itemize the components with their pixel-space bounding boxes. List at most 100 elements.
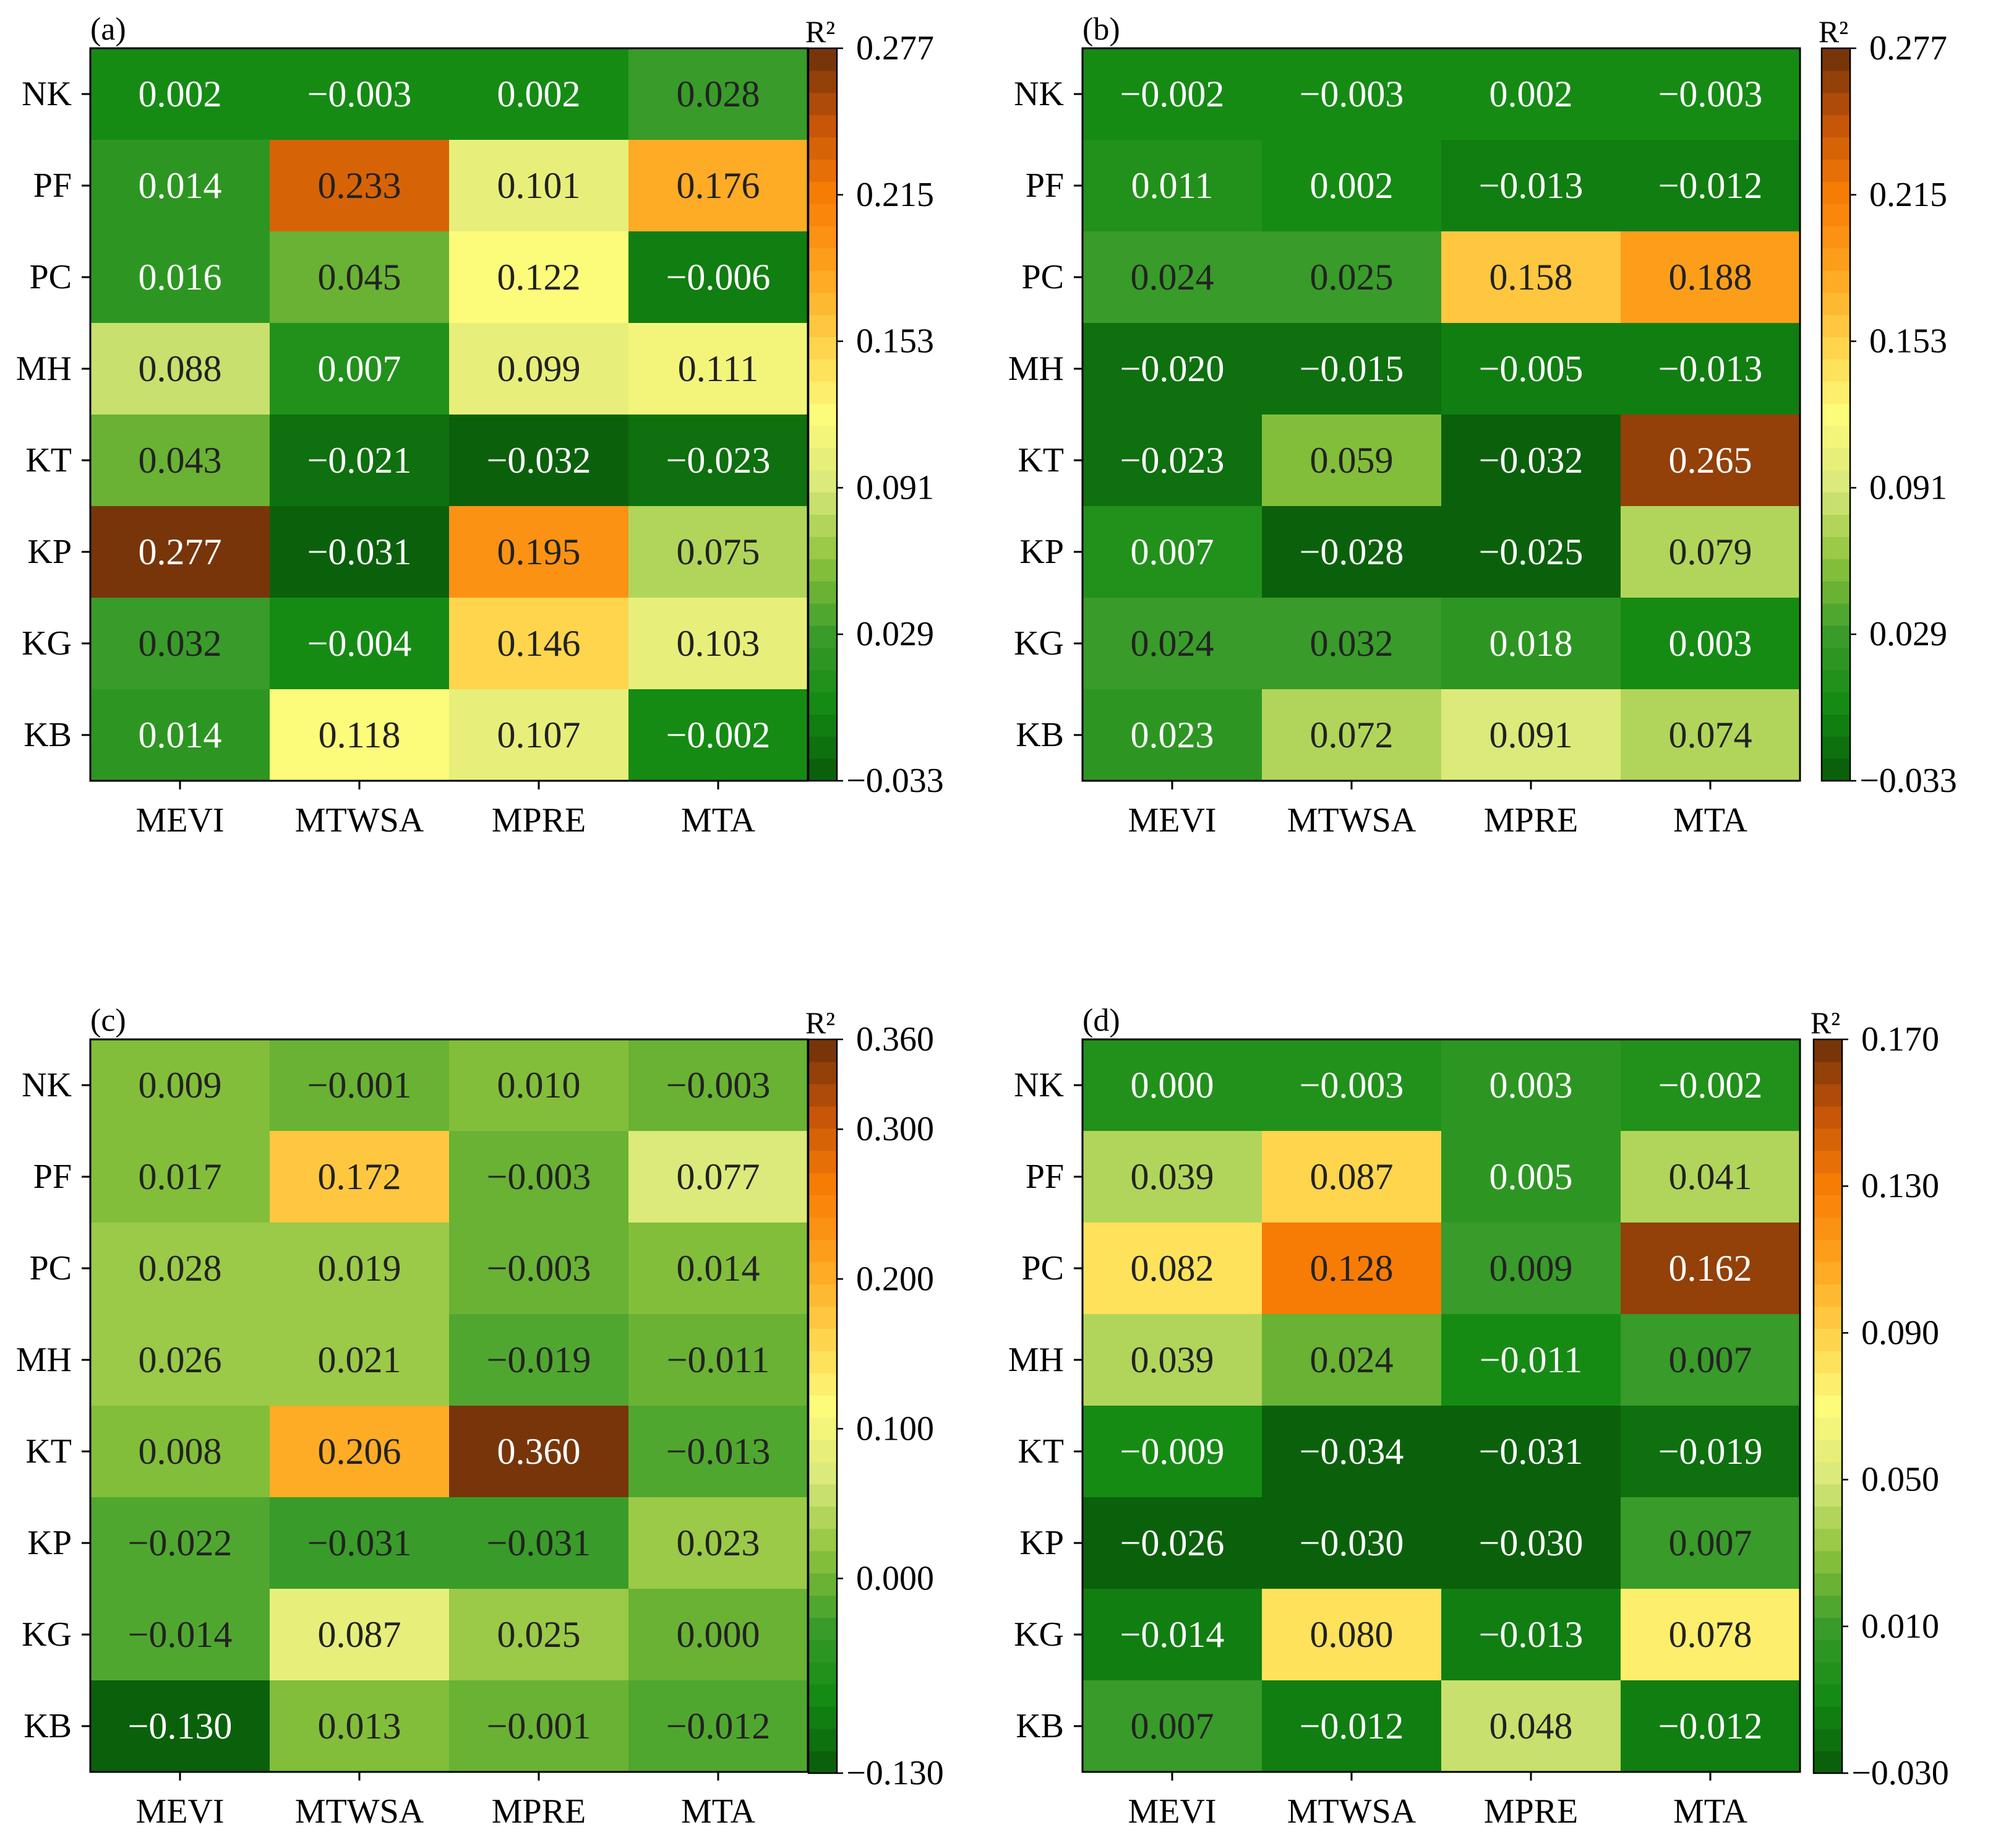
cell-value-label: 0.014 xyxy=(139,165,222,206)
heatmap-cell xyxy=(1262,140,1442,232)
heatmap-cell xyxy=(1262,48,1442,140)
cell-value-label: −0.002 xyxy=(1120,74,1225,114)
colorbar-band xyxy=(808,114,837,138)
cell-value-label: 0.080 xyxy=(1310,1614,1394,1655)
cell-value-label: 0.206 xyxy=(318,1431,401,1472)
y-tick-label: PC xyxy=(30,1249,72,1287)
colorbar-band xyxy=(1814,1617,1842,1640)
y-tick-label: KP xyxy=(1019,1524,1064,1562)
cell-value-label: −0.023 xyxy=(666,440,771,481)
colorbar-tick-label: 0.153 xyxy=(1869,322,1947,361)
colorbar-label: R² xyxy=(1811,1005,1840,1040)
heatmap-cell xyxy=(1082,689,1262,781)
colorbar-band xyxy=(1814,1106,1842,1129)
heatmap-cell xyxy=(270,1314,450,1406)
y-tick-label: NK xyxy=(1014,75,1064,113)
heatmap-cell xyxy=(1082,1680,1262,1773)
heatmap-cell xyxy=(90,598,270,690)
cell-value-label: 0.172 xyxy=(318,1156,401,1197)
colorbar-label: R² xyxy=(805,14,835,49)
heatmap-cell xyxy=(270,1039,450,1132)
heatmap-cell xyxy=(1262,1039,1442,1132)
heatmap-frame xyxy=(1081,1038,1801,1773)
cell-value-label: 0.176 xyxy=(677,165,760,206)
colorbar-band xyxy=(1814,1550,1842,1574)
colorbar-band xyxy=(1822,359,1850,382)
colorbar-band xyxy=(1822,514,1850,537)
cell-value-label: −0.003 xyxy=(307,74,412,114)
heatmap-cell xyxy=(1441,1497,1621,1589)
cell-value-label: 0.010 xyxy=(497,1065,581,1106)
heatmap-cell xyxy=(1441,598,1621,690)
colorbar-band xyxy=(808,92,837,116)
cell-value-label: 0.023 xyxy=(677,1523,760,1563)
cell-value-label: 0.162 xyxy=(1669,1248,1752,1289)
colorbar-band xyxy=(808,181,837,204)
colorbar-frame xyxy=(807,47,838,782)
cell-value-label: −0.031 xyxy=(1479,1431,1584,1472)
heatmap-cell xyxy=(628,1314,808,1406)
colorbar-band xyxy=(808,514,837,537)
heatmap-cell xyxy=(1441,415,1621,507)
colorbar-frame xyxy=(807,1038,838,1774)
cell-value-label: 0.007 xyxy=(1131,531,1214,572)
panel-b: −0.002 −0.003 0.002 −0.003 0.011 0.002 −0.013 −… xyxy=(1008,12,1957,840)
colorbar-band xyxy=(1822,70,1850,93)
y-tick-label: KB xyxy=(1016,716,1064,754)
cell-value-label: 0.000 xyxy=(677,1614,760,1655)
y-tick-label: KT xyxy=(1018,441,1064,479)
heatmap-cell xyxy=(628,1131,808,1223)
heatmap-cell xyxy=(1621,1223,1801,1315)
cell-value-label: 0.007 xyxy=(1131,1706,1214,1747)
colorbar-band xyxy=(1822,669,1850,693)
cell-value-label: 0.003 xyxy=(1669,623,1752,664)
heatmap-cell xyxy=(1262,1497,1442,1589)
y-tick-label: KP xyxy=(27,533,72,571)
cell-value-label: −0.015 xyxy=(1300,348,1404,389)
cell-value-label: 0.028 xyxy=(677,74,760,114)
heatmap-cell xyxy=(1441,1680,1621,1773)
y-tick-label: PF xyxy=(1026,166,1064,205)
heatmap-cell xyxy=(449,1131,629,1223)
cell-value-label: −0.003 xyxy=(487,1156,591,1197)
heatmap-cell xyxy=(628,1223,808,1315)
heatmap-cell xyxy=(1262,689,1442,781)
colorbar-band xyxy=(1822,247,1850,271)
colorbar-band xyxy=(1822,492,1850,515)
heatmap-cell xyxy=(1621,1680,1801,1773)
colorbar-band xyxy=(1822,759,1850,781)
heatmap-cell xyxy=(1082,140,1262,232)
cell-value-label: 0.111 xyxy=(678,348,759,389)
heatmap-cell xyxy=(1262,598,1442,690)
cell-value-label: 0.003 xyxy=(1489,1065,1573,1106)
x-tick-label: MPRE xyxy=(492,801,586,840)
heatmap-cell xyxy=(1621,231,1801,324)
heatmap-cell xyxy=(90,506,270,598)
cell-value-label: −0.012 xyxy=(1300,1706,1404,1747)
cell-value-label: 0.009 xyxy=(139,1065,222,1106)
colorbar-frame xyxy=(1820,47,1851,782)
x-tick-label: MTWSA xyxy=(1287,1792,1417,1831)
colorbar-band xyxy=(1814,1284,1842,1307)
heatmap-cell xyxy=(90,48,270,140)
colorbar-band xyxy=(808,137,837,160)
y-tick-label: NK xyxy=(1014,1066,1064,1104)
colorbar-tick-label: 0.153 xyxy=(856,322,934,361)
cell-value-label: 0.008 xyxy=(139,1431,222,1472)
y-tick-label: KG xyxy=(22,624,72,663)
colorbar-band xyxy=(808,447,837,471)
cell-value-label: −0.030 xyxy=(1300,1523,1404,1563)
colorbar-band xyxy=(808,1706,837,1729)
colorbar-band xyxy=(808,470,837,493)
cell-value-label: 0.000 xyxy=(1131,1065,1214,1106)
y-tick-label: PF xyxy=(1026,1158,1064,1196)
heatmap-cell xyxy=(1621,689,1801,781)
cell-value-label: −0.031 xyxy=(307,1523,412,1563)
cell-value-label: −0.031 xyxy=(487,1523,591,1563)
cell-value-label: 0.025 xyxy=(1310,257,1394,298)
heatmap-cell xyxy=(270,506,450,598)
colorbar-band xyxy=(1814,1484,1842,1507)
colorbar-band xyxy=(808,381,837,404)
x-tick-label: MEVI xyxy=(1128,801,1216,840)
colorbar-band xyxy=(1822,137,1850,160)
